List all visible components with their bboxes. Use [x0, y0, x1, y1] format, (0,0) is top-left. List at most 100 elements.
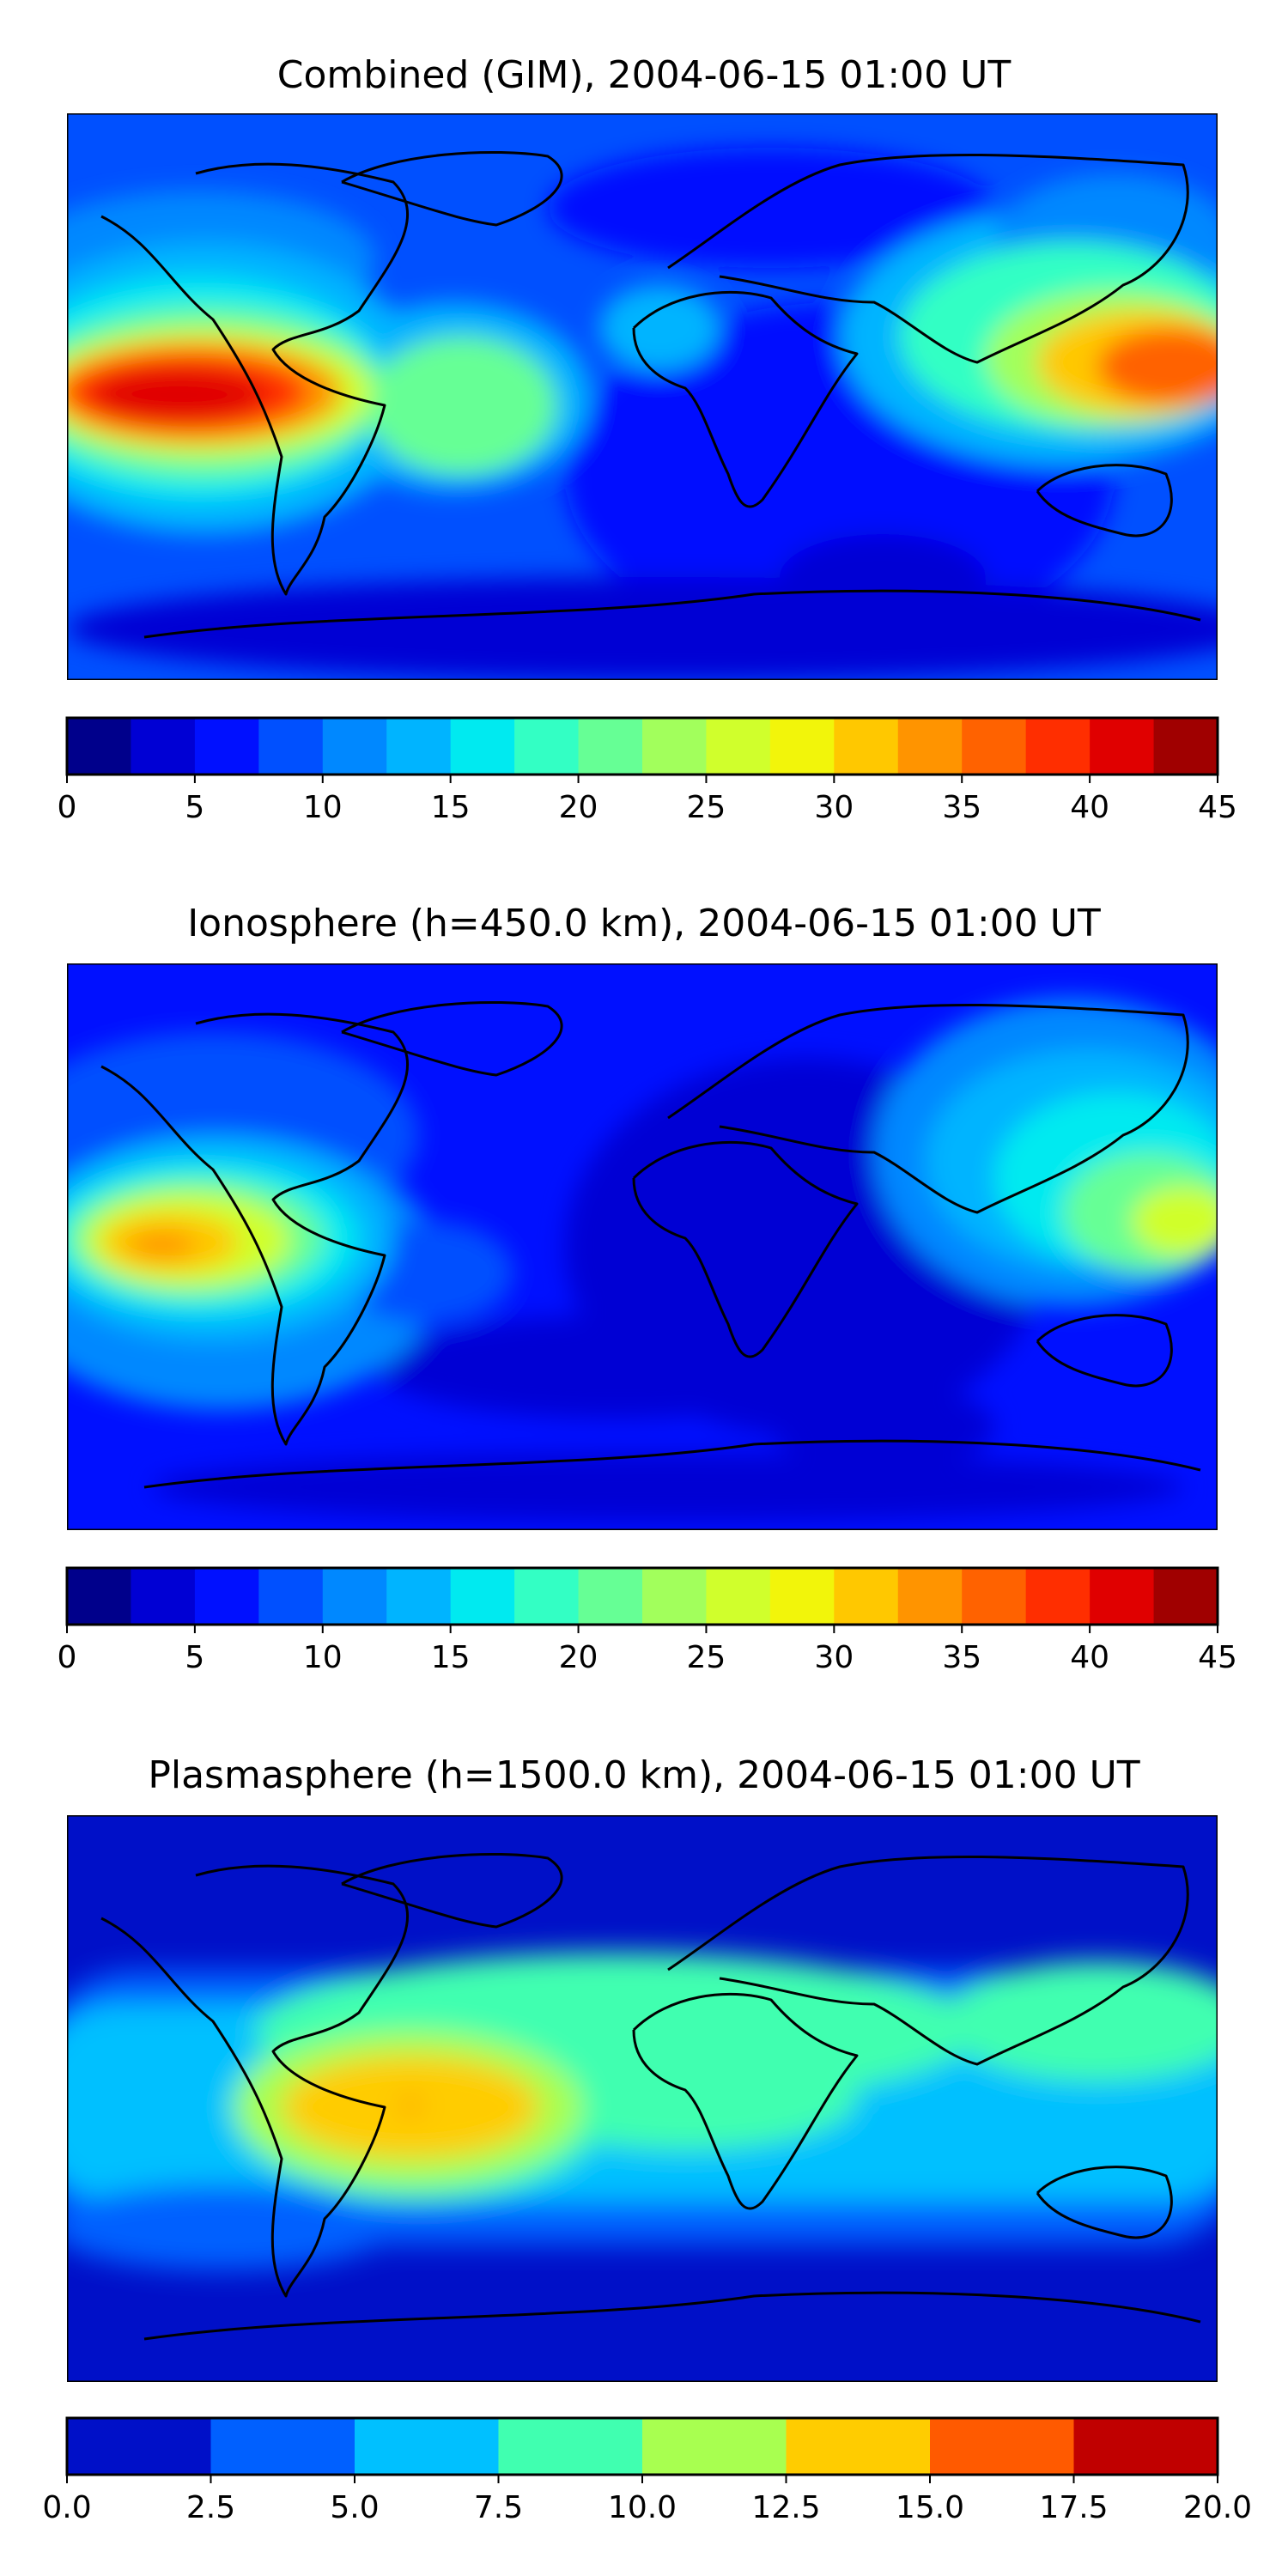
colorbar-segment: [1073, 2418, 1218, 2475]
colorbar-tick-label: 5.0: [330, 2490, 379, 2525]
coastlines: [100, 1852, 1201, 2341]
colorbar-tick-label: 10: [303, 790, 343, 825]
colorbar-segment: [386, 1568, 452, 1625]
map-plot-ionosphere: [67, 963, 1218, 1530]
field-blob: [548, 148, 994, 268]
map-plot-plasmasphere: [67, 1815, 1218, 2382]
colorbar-tick-label: 30: [814, 1640, 854, 1675]
colorbar-tick-label: 12.5: [751, 2490, 820, 2525]
panel-title: Ionosphere (h=450.0 km), 2004-06-15 01:0…: [187, 902, 1101, 945]
field-blob: [67, 2184, 393, 2270]
colorbar-segment: [706, 1568, 771, 1625]
panel-title: Combined (GIM), 2004-06-15 01:00 UT: [276, 53, 1012, 97]
colorbar-segment: [897, 718, 963, 775]
colorbar-segment: [131, 1568, 196, 1625]
colorbar-segment: [786, 2418, 931, 2475]
colorbar-combined: 0 5 10 15 20 25 30 35 40 45: [58, 716, 1237, 825]
field-blob: [780, 534, 986, 620]
colorbar-tick-label: 40: [1070, 1640, 1109, 1675]
colorbar-segment: [1153, 718, 1218, 775]
colorbar-segment: [67, 2418, 212, 2475]
colorbar-tick-label: 0: [58, 1640, 77, 1675]
colorbar-tick-label: 15: [431, 1640, 471, 1675]
colorbar-tick-label: 17.5: [1039, 2490, 1108, 2525]
field-blob: [368, 337, 556, 474]
colorbar-segment: [1025, 718, 1091, 775]
field-blob: [404, 2099, 417, 2112]
colorbar-segment: [194, 1568, 259, 1625]
colorbar-tick-label: 0.0: [42, 2490, 91, 2525]
panel-combined: Combined (GIM), 2004-06-15 01:00 UT: [0, 0, 1288, 859]
colorbar-segment: [834, 718, 899, 775]
colorbar-tick-label: 25: [687, 1640, 726, 1675]
colorbar-segment: [1090, 718, 1155, 775]
colorbar-segment: [642, 2418, 787, 2475]
colorbar-tick-label: 7.5: [474, 2490, 523, 2525]
colorbar-segment: [706, 718, 771, 775]
colorbar-segment: [210, 2418, 355, 2475]
field-blob: [771, 1384, 994, 1470]
colorbar-segment: [67, 1568, 132, 1625]
colorbar-segment: [578, 718, 643, 775]
colorbar-segment: [642, 718, 708, 775]
colorbar-tick-label: 0: [58, 790, 77, 825]
field-blob: [93, 369, 264, 421]
coastlines: [100, 150, 1201, 639]
colorbar-segment: [769, 1568, 835, 1625]
field-blob: [127, 1232, 196, 1258]
colorbar-segment: [67, 718, 132, 775]
field-blob: [376, 1315, 857, 1419]
field-blob: [67, 577, 1218, 680]
colorbar-segment: [355, 2418, 500, 2475]
colorbar-tick-label: 20: [559, 1640, 598, 1675]
field-blob: [599, 285, 720, 371]
colorbar-frame: [65, 716, 1219, 776]
colorbar-tick-label: 10.0: [608, 2490, 677, 2525]
colorbar-tick-label: 45: [1198, 790, 1237, 825]
colorbar-segment: [834, 1568, 899, 1625]
panel-plasmasphere: Plasmasphere (h=1500.0 km), 2004-06-15 0…: [0, 1717, 1288, 2576]
colorbar-segment: [578, 1568, 643, 1625]
colorbar-segment: [930, 2418, 1075, 2475]
colorbar-ionosphere: 0 5 10 15 20 25 30 35 40 45: [58, 1566, 1237, 1675]
colorbar-segment: [131, 718, 196, 775]
colorbar-segment: [1153, 1568, 1218, 1625]
colorbar-segment: [258, 1568, 324, 1625]
colorbar-segment: [897, 1568, 963, 1625]
colorbar-tick-label: 25: [687, 790, 726, 825]
colorbar-segment: [962, 718, 1027, 775]
colorbar-segment: [322, 1568, 387, 1625]
colorbar-tick-label: 5: [185, 790, 204, 825]
colorbar-tick-label: 2.5: [186, 2490, 235, 2525]
colorbar-segment: [642, 1568, 708, 1625]
colorbar-segment: [962, 1568, 1027, 1625]
colorbar-segment: [498, 2418, 643, 2475]
panel-ionosphere: Ionosphere (h=450.0 km), 2004-06-15 01:0…: [0, 859, 1288, 1717]
panel-title: Plasmasphere (h=1500.0 km), 2004-06-15 0…: [148, 1753, 1140, 1797]
colorbar-tick-label: 20: [559, 790, 598, 825]
colorbar-segment: [322, 718, 387, 775]
field-blob: [1132, 1187, 1218, 1255]
colorbar-tick-label: 35: [942, 1640, 981, 1675]
colorbar-tick-label: 35: [942, 790, 981, 825]
colorbar-tick-label: 15.0: [896, 2490, 964, 2525]
colorbar-plasmasphere: 0.0 2.5 5.0 7.5 10.0 12.5 15.0 17.5 20.0: [42, 2416, 1252, 2525]
field-blob: [1097, 328, 1218, 405]
colorbar-tick-label: 30: [814, 790, 854, 825]
colorbar-tick-label: 15: [431, 790, 471, 825]
colorbar-segment: [386, 718, 452, 775]
colorbar-tick-label: 5: [185, 1640, 204, 1675]
colorbar-segment: [1090, 1568, 1155, 1625]
colorbar-segment: [450, 718, 515, 775]
colorbar-segment: [450, 1568, 515, 1625]
colorbar-segment: [514, 1568, 580, 1625]
colorbar-segment: [194, 718, 259, 775]
colorbar-segment: [514, 718, 580, 775]
map-plot-combined: [67, 113, 1218, 680]
colorbar-tick-label: 45: [1198, 1640, 1237, 1675]
colorbar-tick-label: 40: [1070, 790, 1109, 825]
colorbar-segment: [769, 718, 835, 775]
colorbar-frame: [65, 1566, 1219, 1626]
field-blob: [153, 1453, 1183, 1522]
colorbar-tick-label: 20.0: [1183, 2490, 1252, 2525]
